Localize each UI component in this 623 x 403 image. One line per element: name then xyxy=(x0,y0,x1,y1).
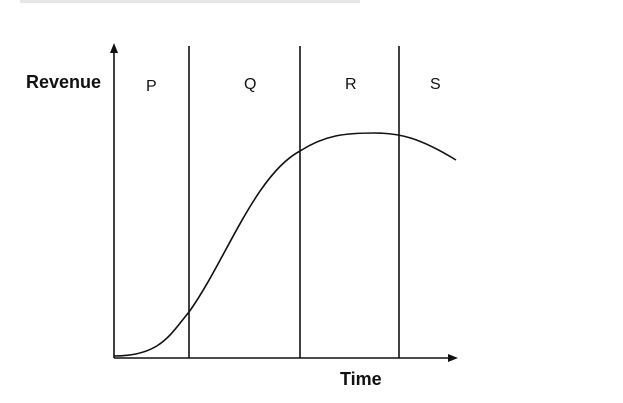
stage-label-p: P xyxy=(146,78,157,95)
stage-label-r: R xyxy=(345,76,357,93)
cropped-header-remnant xyxy=(20,0,360,3)
x-axis-label: Time xyxy=(340,369,382,389)
x-axis-arrowhead xyxy=(448,354,458,362)
y-axis-arrowhead xyxy=(110,43,118,53)
stage-label-q: Q xyxy=(244,76,256,93)
revenue-curve xyxy=(113,132,457,357)
y-axis-label: Revenue xyxy=(26,72,101,92)
stage-label-s: S xyxy=(430,76,441,93)
